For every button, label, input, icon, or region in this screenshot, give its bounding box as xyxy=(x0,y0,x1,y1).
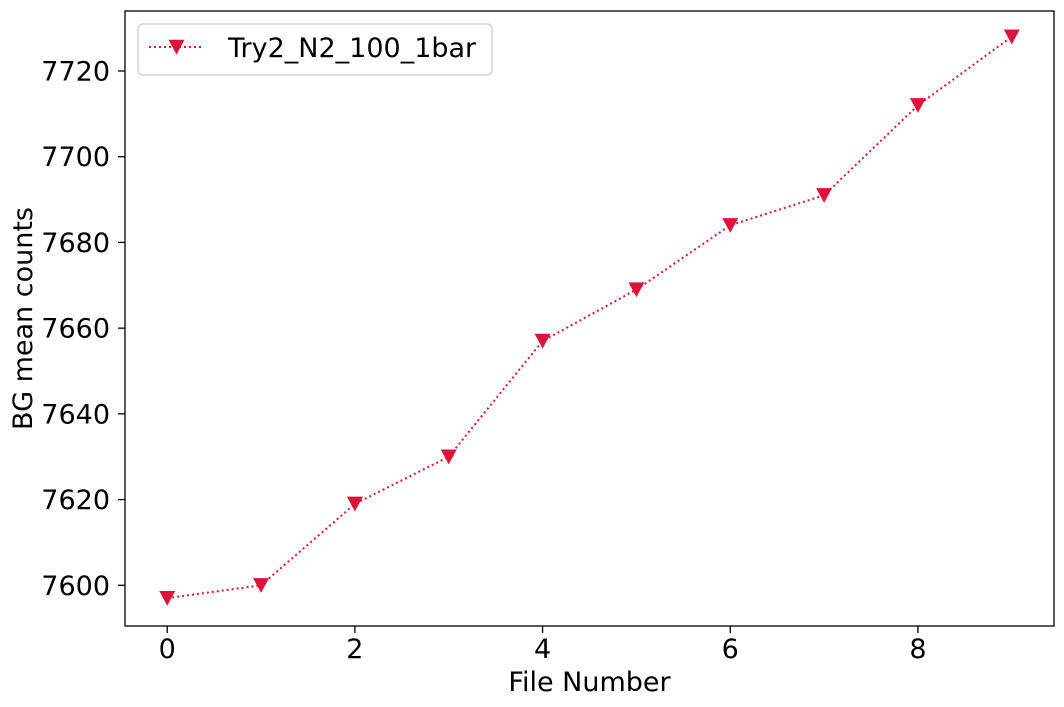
y-axis-ticks: 7600 7620 7640 7660 7680 7700 7720 xyxy=(41,57,125,602)
data-point-marker xyxy=(346,496,363,512)
y-tick-label: 7600 xyxy=(41,571,110,602)
data-point-marker xyxy=(816,188,833,203)
data-point-marker xyxy=(1003,29,1020,45)
plot-area xyxy=(125,11,1054,626)
y-tick-label: 7680 xyxy=(41,228,110,259)
data-point-marker xyxy=(722,218,739,233)
data-point-marker xyxy=(440,449,457,465)
x-axis-label: File Number xyxy=(508,667,671,698)
series-line xyxy=(167,35,1013,600)
x-tick-label: 0 xyxy=(159,634,176,665)
y-tick-label: 7620 xyxy=(41,485,110,516)
series-layer xyxy=(159,29,1020,606)
x-tick-label: 4 xyxy=(534,634,551,665)
x-tick-label: 2 xyxy=(346,634,363,665)
legend-box xyxy=(137,23,493,76)
data-point-marker xyxy=(534,333,551,349)
x-axis-ticks: 0 2 4 6 8 xyxy=(159,626,927,665)
x-tick-label: 8 xyxy=(909,634,926,665)
legend: Try2_N2_100_1bar xyxy=(137,23,493,76)
y-tick-label: 7720 xyxy=(41,57,110,88)
plot-frame xyxy=(124,10,1055,627)
x-tick-label: 6 xyxy=(722,634,739,665)
data-point-marker xyxy=(909,98,926,113)
data-point-marker xyxy=(253,578,270,593)
legend-marker-triangle-down xyxy=(168,39,185,55)
data-point-marker xyxy=(628,282,645,298)
y-axis-label: BG mean counts xyxy=(8,207,39,430)
data-point-marker xyxy=(159,590,176,606)
y-tick-label: 7700 xyxy=(41,142,110,173)
y-tick-label: 7660 xyxy=(41,314,110,345)
y-tick-label: 7640 xyxy=(41,399,110,430)
legend-label: Try2_N2_100_1bar xyxy=(227,33,477,64)
